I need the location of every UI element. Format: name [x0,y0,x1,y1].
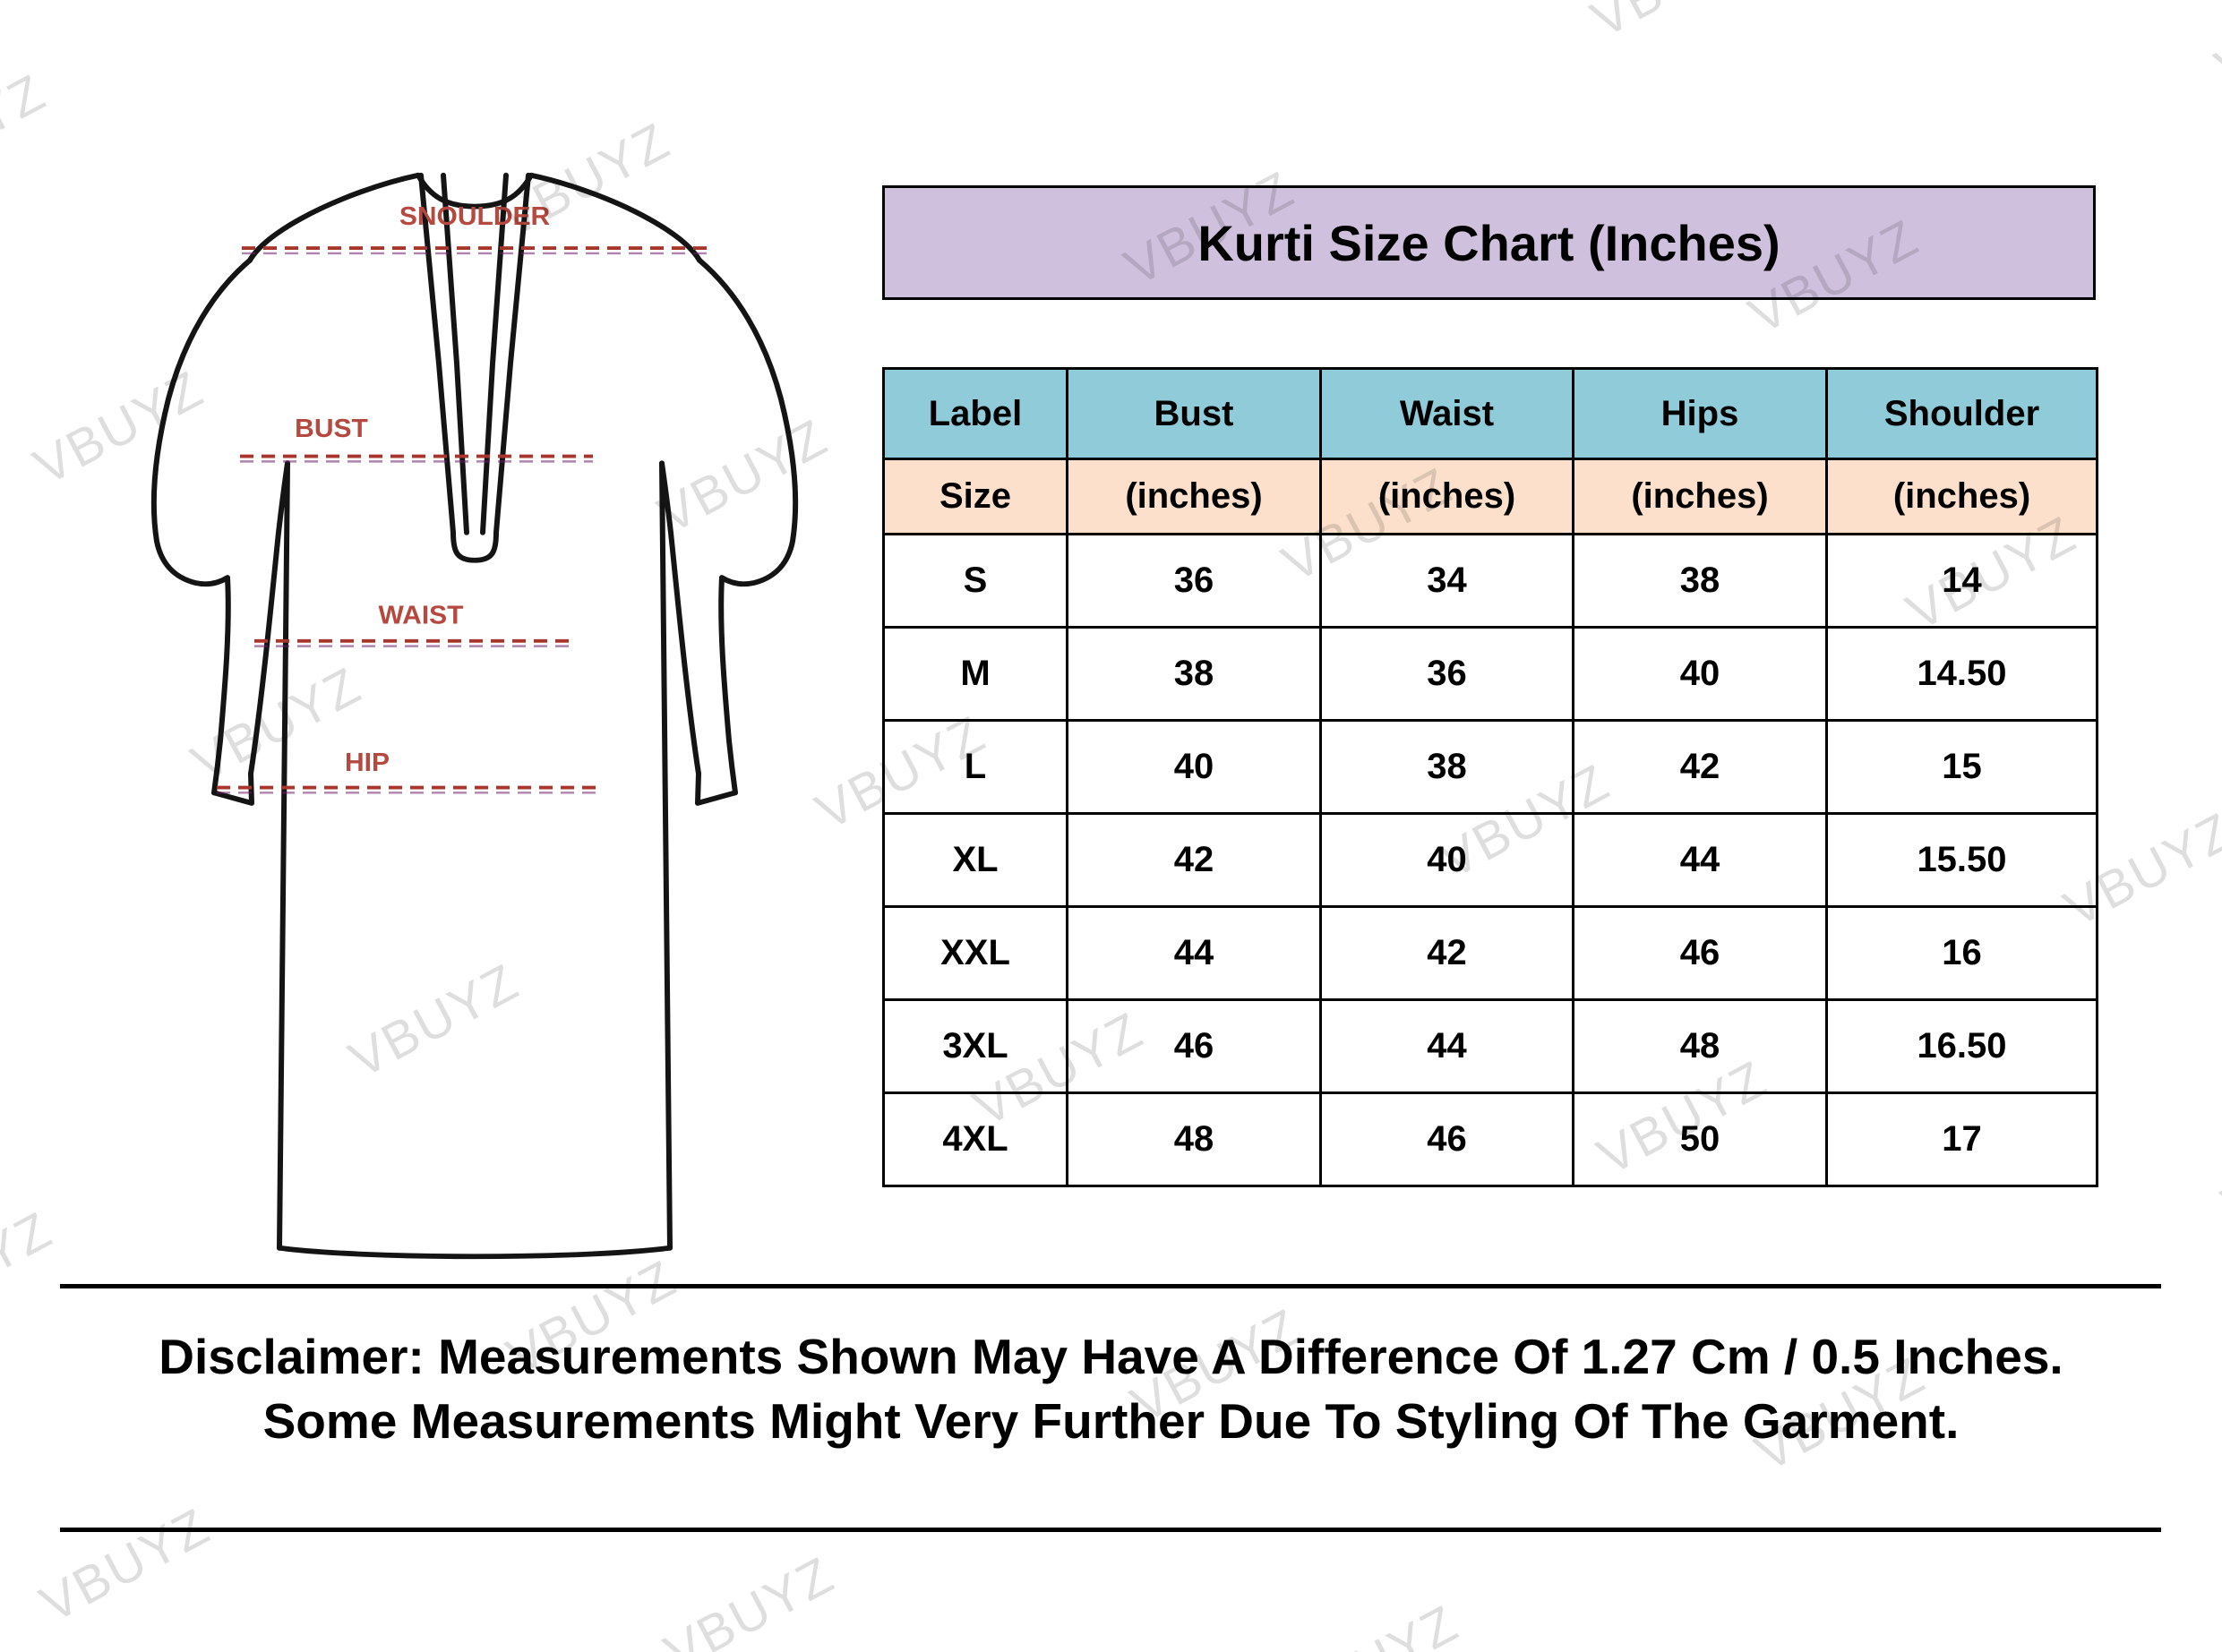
svg-text:BUST: BUST [295,415,368,443]
svg-text:SNOULDER: SNOULDER [399,201,550,230]
svg-text:HIP: HIP [345,749,390,777]
svg-text:WAIST: WAIST [379,601,464,629]
